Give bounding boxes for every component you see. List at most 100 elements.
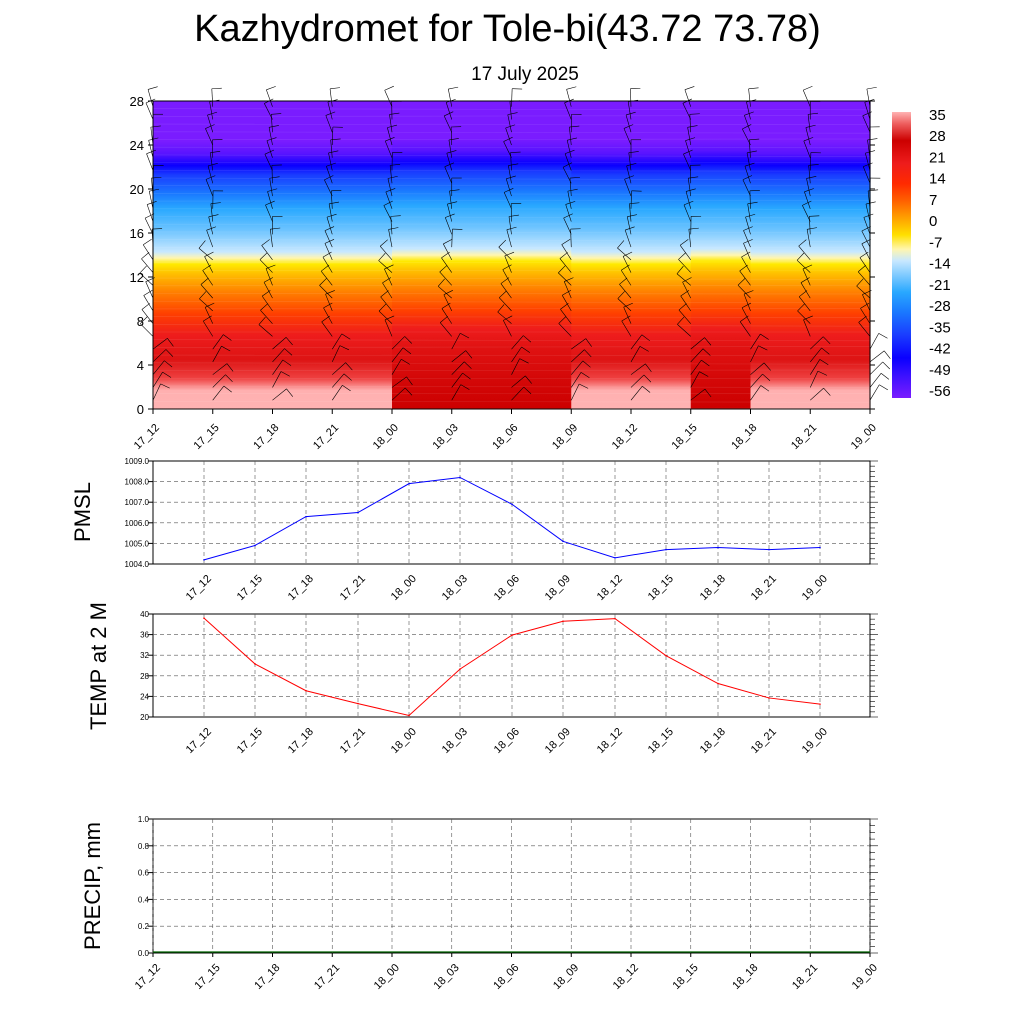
temp-point — [717, 682, 719, 685]
temp-point — [511, 634, 513, 636]
y-tick-label: 28 — [140, 672, 149, 681]
wind-barb-flag — [322, 251, 332, 258]
wind-barb-flag — [339, 345, 350, 351]
contour-line — [152, 323, 871, 327]
wind-barb-staff — [803, 140, 811, 158]
wind-barb-flag — [796, 252, 805, 261]
wind-barb-staff — [140, 323, 154, 337]
wind-barb-staff — [676, 273, 691, 286]
wind-barb-staff — [145, 281, 154, 299]
wind-barb-flag — [380, 290, 389, 298]
pmsl-point — [459, 476, 461, 479]
wind-barb-staff — [202, 320, 214, 337]
temp-point — [459, 668, 461, 670]
temp-axis-label: TEMP at 2 M — [86, 602, 111, 730]
wind-barb-staff — [272, 371, 282, 388]
wind-barb-flag — [439, 315, 449, 323]
y-tick-label: 28 — [130, 94, 144, 109]
x-tick-label: 18_00 — [372, 962, 402, 992]
wind-barb-staff — [748, 88, 751, 107]
wind-barb-flag — [704, 388, 712, 398]
wind-barb-staff — [146, 204, 154, 222]
x-tick-label: 18_21 — [749, 573, 779, 603]
y-tick-label: 1008.0 — [125, 478, 150, 487]
wind-barb-staff — [869, 361, 883, 375]
wind-barb-flag — [701, 359, 710, 367]
wind-barb-flag — [585, 338, 592, 347]
wind-barb-staff — [261, 295, 273, 312]
colorbar-label: -7 — [929, 234, 942, 251]
wind-barb-flag — [749, 138, 760, 141]
wind-barb-staff — [330, 139, 333, 158]
colorbar-label: -35 — [929, 319, 951, 336]
wind-barb-staff — [750, 333, 761, 350]
wind-barb-staff — [623, 128, 632, 146]
contour-line — [152, 377, 871, 380]
wind-barb-flag — [803, 315, 813, 320]
wind-barb-staff — [566, 140, 572, 158]
wind-barb-flag — [378, 252, 386, 261]
wind-barb-flag — [802, 200, 812, 206]
wind-barb-flag — [264, 149, 275, 155]
wind-barb-flag — [444, 111, 454, 117]
wind-barb-staff — [271, 165, 273, 184]
wind-barb-staff — [505, 127, 512, 146]
wind-barb-staff — [802, 268, 811, 286]
wind-barb-staff — [624, 229, 632, 248]
x-tick-label: 18_03 — [440, 726, 470, 756]
wind-barb-flag — [763, 362, 771, 371]
wind-barb-flag — [140, 316, 148, 324]
x-tick-label: 17_21 — [338, 573, 368, 603]
wind-barb-flag — [562, 290, 572, 296]
wind-barb-staff — [511, 88, 513, 107]
wind-barb-staff — [744, 115, 751, 133]
wind-barb-flag — [388, 227, 399, 230]
wind-barb-flag — [205, 175, 216, 180]
contour-line — [152, 239, 871, 242]
wind-barb-flag — [208, 214, 219, 218]
wind-barb-flag — [741, 251, 751, 258]
wind-barb-staff — [332, 362, 346, 375]
wind-barb-flag — [164, 360, 173, 368]
wind-barb-staff — [567, 191, 572, 209]
x-tick-label: 17_21 — [311, 422, 341, 452]
x-tick-label: 17_12 — [184, 726, 214, 756]
wind-barb-staff — [446, 153, 453, 171]
wind-barb-flag — [867, 138, 878, 141]
y-tick-label: 0.2 — [138, 922, 150, 931]
wind-barb-staff — [737, 284, 751, 299]
wind-barb-flag — [446, 150, 457, 154]
wind-barb-staff — [384, 140, 393, 158]
wind-barb-flag — [685, 137, 696, 141]
wind-barb-flag — [745, 213, 756, 218]
wind-barb-staff — [142, 244, 154, 261]
y-tick-label: 20 — [140, 713, 149, 722]
wind-barb-flag — [198, 240, 206, 249]
contour-line — [152, 193, 871, 195]
wind-barb-flag — [800, 277, 810, 283]
colorbar-label: -49 — [929, 362, 951, 379]
wind-barb-staff — [265, 268, 273, 286]
pmsl-point — [357, 511, 359, 514]
wind-barb-staff — [204, 307, 214, 324]
wind-barb-staff — [741, 307, 751, 324]
heatmap-cell — [212, 101, 274, 409]
contour-line — [152, 369, 871, 371]
wind-barb-staff — [682, 103, 692, 120]
wind-barb-staff — [561, 244, 572, 260]
wind-barb-staff — [267, 191, 273, 209]
wind-barb-staff — [443, 115, 453, 133]
wind-barb-staff — [387, 127, 393, 146]
wind-barb-staff — [630, 386, 643, 401]
wind-barb-staff — [146, 153, 154, 171]
contour-line — [152, 293, 871, 295]
wind-barb-staff — [152, 383, 161, 401]
wind-barb-staff — [209, 101, 214, 120]
wind-barb-staff — [680, 295, 691, 312]
y-tick-label: 8 — [137, 314, 144, 329]
wind-barb-staff — [261, 245, 273, 261]
wind-barb-flag — [699, 371, 709, 377]
wind-barb-staff — [858, 322, 871, 337]
wind-barb-flag — [324, 226, 335, 231]
